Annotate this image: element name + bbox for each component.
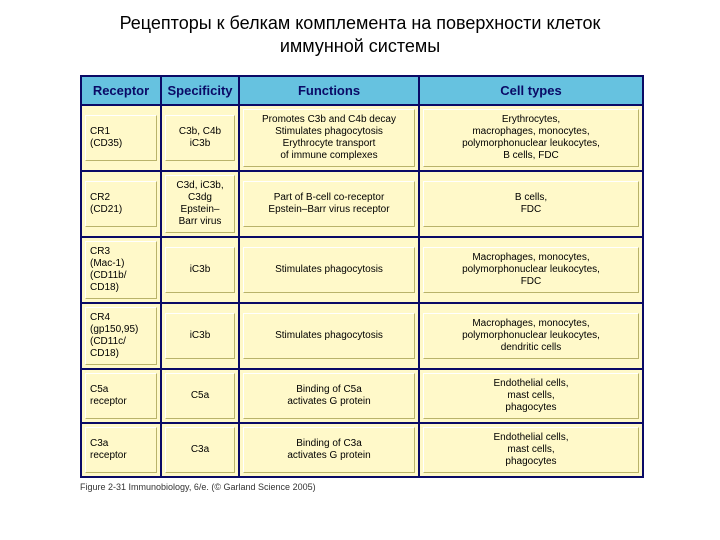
cell-receptor: C3areceptor [82, 422, 160, 476]
cell-receptor-text: CR2(CD21) [85, 181, 157, 227]
cell-functions: Stimulates phagocytosis [238, 302, 418, 368]
cell-functions-text: Binding of C3aactivates G protein [243, 427, 415, 473]
cell-specificity: iC3b [160, 302, 238, 368]
cell-receptor-text: C5areceptor [85, 373, 157, 419]
cell-receptor-text: CR1(CD35) [85, 115, 157, 161]
figure-caption: Figure 2-31 Immunobiology, 6/e. (© Garla… [80, 482, 640, 492]
cell-specificity-text: C3b, C4biC3b [165, 115, 235, 161]
cell-specificity-text: C5a [165, 373, 235, 419]
cell-celltypes-text: Endothelial cells,mast cells,phagocytes [423, 373, 639, 419]
cell-functions-text: Binding of C5aactivates G protein [243, 373, 415, 419]
cell-specificity: C5a [160, 368, 238, 422]
complement-receptors-table: Receptor Specificity Functions Cell type… [80, 75, 644, 478]
cell-celltypes: Macrophages, monocytes,polymorphonuclear… [418, 302, 642, 368]
cell-functions-text: Stimulates phagocytosis [243, 313, 415, 359]
cell-functions-text: Stimulates phagocytosis [243, 247, 415, 293]
cell-functions-text: Part of B-cell co-receptorEpstein–Barr v… [243, 181, 415, 227]
cell-receptor-text: CR4(gp150,95)(CD11c/CD18) [85, 307, 157, 365]
cell-receptor: CR4(gp150,95)(CD11c/CD18) [82, 302, 160, 368]
table-container: Receptor Specificity Functions Cell type… [80, 75, 640, 492]
cell-specificity: C3d, iC3b,C3dgEpstein–Barr virus [160, 170, 238, 236]
table-row: C5areceptorC5aBinding of C5aactivates G … [82, 368, 642, 422]
cell-specificity-text: iC3b [165, 247, 235, 293]
header-specificity: Specificity [160, 77, 238, 104]
header-receptor: Receptor [82, 77, 160, 104]
cell-specificity: iC3b [160, 236, 238, 302]
title-line-2: иммунной системы [280, 36, 440, 56]
cell-specificity: C3b, C4biC3b [160, 104, 238, 170]
cell-celltypes-text: Macrophages, monocytes,polymorphonuclear… [423, 247, 639, 293]
cell-celltypes: Endothelial cells,mast cells,phagocytes [418, 368, 642, 422]
table-row: CR2(CD21)C3d, iC3b,C3dgEpstein–Barr viru… [82, 170, 642, 236]
cell-specificity-text: iC3b [165, 313, 235, 359]
cell-functions: Promotes C3b and C4b decayStimulates pha… [238, 104, 418, 170]
table-body: CR1(CD35)C3b, C4biC3bPromotes C3b and C4… [82, 104, 642, 476]
page: Рецепторы к белкам комплемента на поверх… [0, 0, 720, 540]
table-row: CR4(gp150,95)(CD11c/CD18)iC3bStimulates … [82, 302, 642, 368]
table-row: CR1(CD35)C3b, C4biC3bPromotes C3b and C4… [82, 104, 642, 170]
cell-celltypes: Macrophages, monocytes,polymorphonuclear… [418, 236, 642, 302]
cell-celltypes: Endothelial cells,mast cells,phagocytes [418, 422, 642, 476]
cell-specificity-text: C3d, iC3b,C3dgEpstein–Barr virus [165, 175, 235, 233]
page-title: Рецепторы к белкам комплемента на поверх… [40, 12, 680, 57]
cell-celltypes-text: Macrophages, monocytes,polymorphonuclear… [423, 313, 639, 359]
cell-functions: Stimulates phagocytosis [238, 236, 418, 302]
table-header-row: Receptor Specificity Functions Cell type… [82, 77, 642, 104]
table-row: C3areceptorC3aBinding of C3aactivates G … [82, 422, 642, 476]
cell-specificity: C3a [160, 422, 238, 476]
cell-receptor: C5areceptor [82, 368, 160, 422]
cell-receptor: CR3(Mac-1)(CD11b/CD18) [82, 236, 160, 302]
header-functions: Functions [238, 77, 418, 104]
header-celltypes: Cell types [418, 77, 642, 104]
cell-functions: Binding of C3aactivates G protein [238, 422, 418, 476]
cell-functions: Part of B-cell co-receptorEpstein–Barr v… [238, 170, 418, 236]
cell-functions-text: Promotes C3b and C4b decayStimulates pha… [243, 109, 415, 167]
cell-functions: Binding of C5aactivates G protein [238, 368, 418, 422]
cell-receptor: CR1(CD35) [82, 104, 160, 170]
cell-celltypes-text: Erythrocytes,macrophages, monocytes,poly… [423, 109, 639, 167]
title-line-1: Рецепторы к белкам комплемента на поверх… [120, 13, 601, 33]
cell-celltypes-text: B cells,FDC [423, 181, 639, 227]
cell-celltypes: B cells,FDC [418, 170, 642, 236]
cell-receptor: CR2(CD21) [82, 170, 160, 236]
cell-celltypes-text: Endothelial cells,mast cells,phagocytes [423, 427, 639, 473]
cell-receptor-text: C3areceptor [85, 427, 157, 473]
table-row: CR3(Mac-1)(CD11b/CD18)iC3bStimulates pha… [82, 236, 642, 302]
cell-receptor-text: CR3(Mac-1)(CD11b/CD18) [85, 241, 157, 299]
cell-specificity-text: C3a [165, 427, 235, 473]
cell-celltypes: Erythrocytes,macrophages, monocytes,poly… [418, 104, 642, 170]
